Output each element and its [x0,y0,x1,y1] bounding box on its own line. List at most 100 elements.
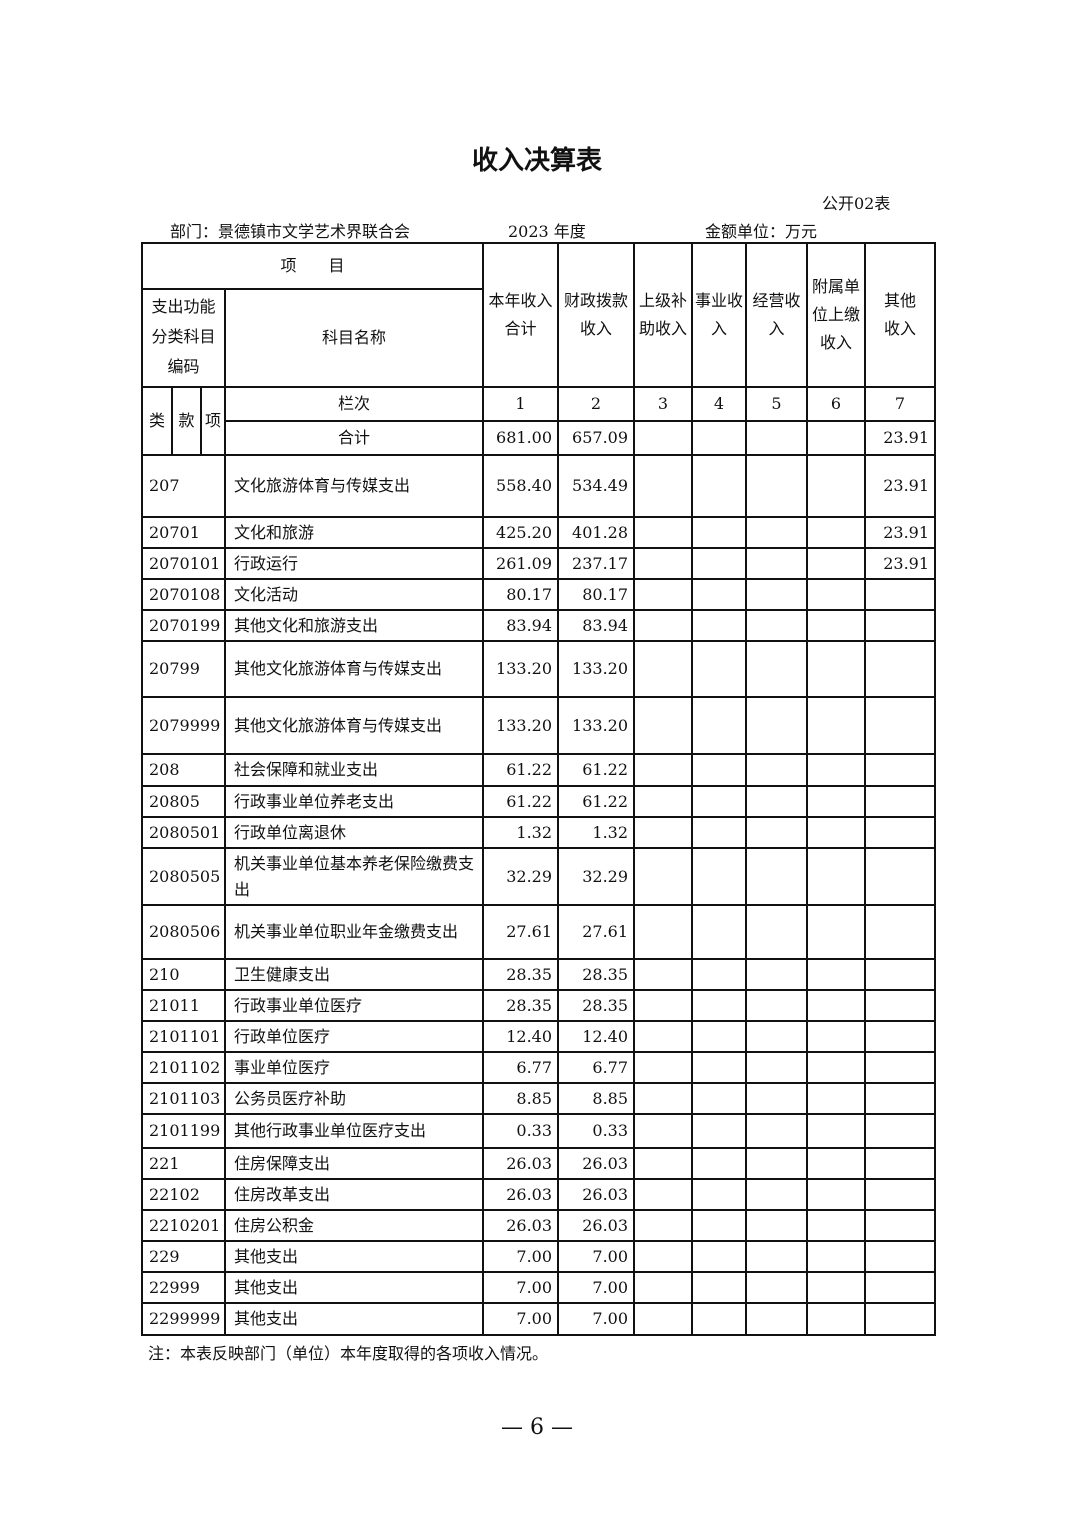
value-cell [864,640,937,698]
code-cell: 2299999 [141,1302,226,1336]
value-cell [633,696,694,755]
col-number: 5 [745,386,809,422]
value-cell [691,547,748,580]
value-cell [864,1271,937,1304]
value-cell [745,847,809,906]
name-cell: 卫生健康支出 [223,958,485,991]
value-cell [806,1209,867,1242]
value-cell [745,753,809,787]
value-cell [864,958,937,991]
table-row: 2101103 公务员医疗补助 8.85 8.85 [141,1082,937,1115]
name-cell: 其他行政事业单位医疗支出 [223,1113,485,1149]
value-cell [691,1302,748,1336]
value-cell: 261.09 [482,547,560,580]
value-cell: 7.00 [557,1302,636,1336]
cell [745,420,809,456]
value-cell [806,958,867,991]
value-cell [745,1020,809,1053]
value-cell: 26.03 [557,1147,636,1180]
value-cell [633,753,694,787]
value-cell [633,1240,694,1273]
cell: 23.91 [864,420,937,456]
value-cell [864,1209,937,1242]
table-row: 21011 行政事业单位医疗 28.35 28.35 [141,989,937,1022]
income-table: 项 目 本年收入合计 财政拨款收入 上级补助收入 事业收入 经营收入 附属单位上… [140,242,937,1336]
value-cell [806,1240,867,1273]
value-cell [633,1082,694,1115]
value-cell [691,454,748,518]
header-name: 科目名称 [223,288,485,388]
value-cell [864,1178,937,1211]
name-cell: 行政单位医疗 [223,1020,485,1053]
value-cell [745,785,809,818]
value-cell [745,904,809,960]
value-cell: 401.28 [557,516,636,549]
value-cell: 26.03 [482,1178,560,1211]
value-cell: 32.29 [482,847,560,906]
table-tag: 公开02表 [822,194,891,213]
value-cell [691,1051,748,1084]
value-cell [691,785,748,818]
value-cell [864,1147,937,1180]
value-cell [691,1020,748,1053]
value-cell: 534.49 [557,454,636,518]
value-cell [806,1271,867,1304]
name-cell: 文化和旅游 [223,516,485,549]
code-cell: 2101103 [141,1082,226,1115]
value-cell [806,609,867,642]
value-cell [806,1178,867,1211]
value-cell [745,1302,809,1336]
value-cell: 133.20 [482,696,560,755]
code-cell: 207 [141,454,226,518]
unit: 金额单位：万元 [705,222,818,241]
value-cell [745,640,809,698]
header-lei: 类 [141,386,173,456]
value-cell: 23.91 [864,547,937,580]
name-cell: 其他文化旅游体育与传媒支出 [223,696,485,755]
code-cell: 22102 [141,1178,226,1211]
value-cell [633,785,694,818]
department: 部门：景德镇市文学艺术界联合会 [170,222,411,241]
value-cell [806,989,867,1022]
col-number: 6 [806,386,867,422]
header-col: 财政拨款收入 [557,242,636,388]
value-cell [633,1302,694,1336]
value-cell [691,1082,748,1115]
value-cell: 133.20 [482,640,560,698]
table-row: 221 住房保障支出 26.03 26.03 [141,1147,937,1180]
value-cell [745,816,809,849]
value-cell: 1.32 [557,816,636,849]
value-cell: 83.94 [557,609,636,642]
table-row: 2101101 行政单位医疗 12.40 12.40 [141,1020,937,1053]
table-row: 2070199 其他文化和旅游支出 83.94 83.94 [141,609,937,642]
name-cell: 住房保障支出 [223,1147,485,1180]
header-col: 本年收入合计 [482,242,560,388]
value-cell: 61.22 [557,753,636,787]
value-cell [745,547,809,580]
name-cell: 公务员医疗补助 [223,1082,485,1115]
value-cell [691,958,748,991]
value-cell: 7.00 [482,1240,560,1273]
value-cell [745,578,809,611]
value-cell [806,785,867,818]
value-cell [633,847,694,906]
code-cell: 2080506 [141,904,226,960]
table-row: 2079999 其他文化旅游体育与传媒支出 133.20 133.20 [141,696,937,755]
code-cell: 21011 [141,989,226,1022]
value-cell [633,516,694,549]
value-cell [633,1147,694,1180]
value-cell [691,640,748,698]
table-row: 207 文化旅游体育与传媒支出 558.40 534.49 23.91 [141,454,937,518]
value-cell [745,516,809,549]
total-row: 合计 681.00 657.09 23.91 [142,420,937,456]
header-item: 项 目 [140,242,485,290]
value-cell [691,989,748,1022]
value-cell: 558.40 [482,454,560,518]
col-number: 7 [864,386,937,422]
value-cell [691,609,748,642]
value-cell: 0.33 [482,1113,560,1149]
value-cell: 23.91 [864,454,937,518]
code-cell: 2101199 [141,1113,226,1149]
value-cell [691,696,748,755]
